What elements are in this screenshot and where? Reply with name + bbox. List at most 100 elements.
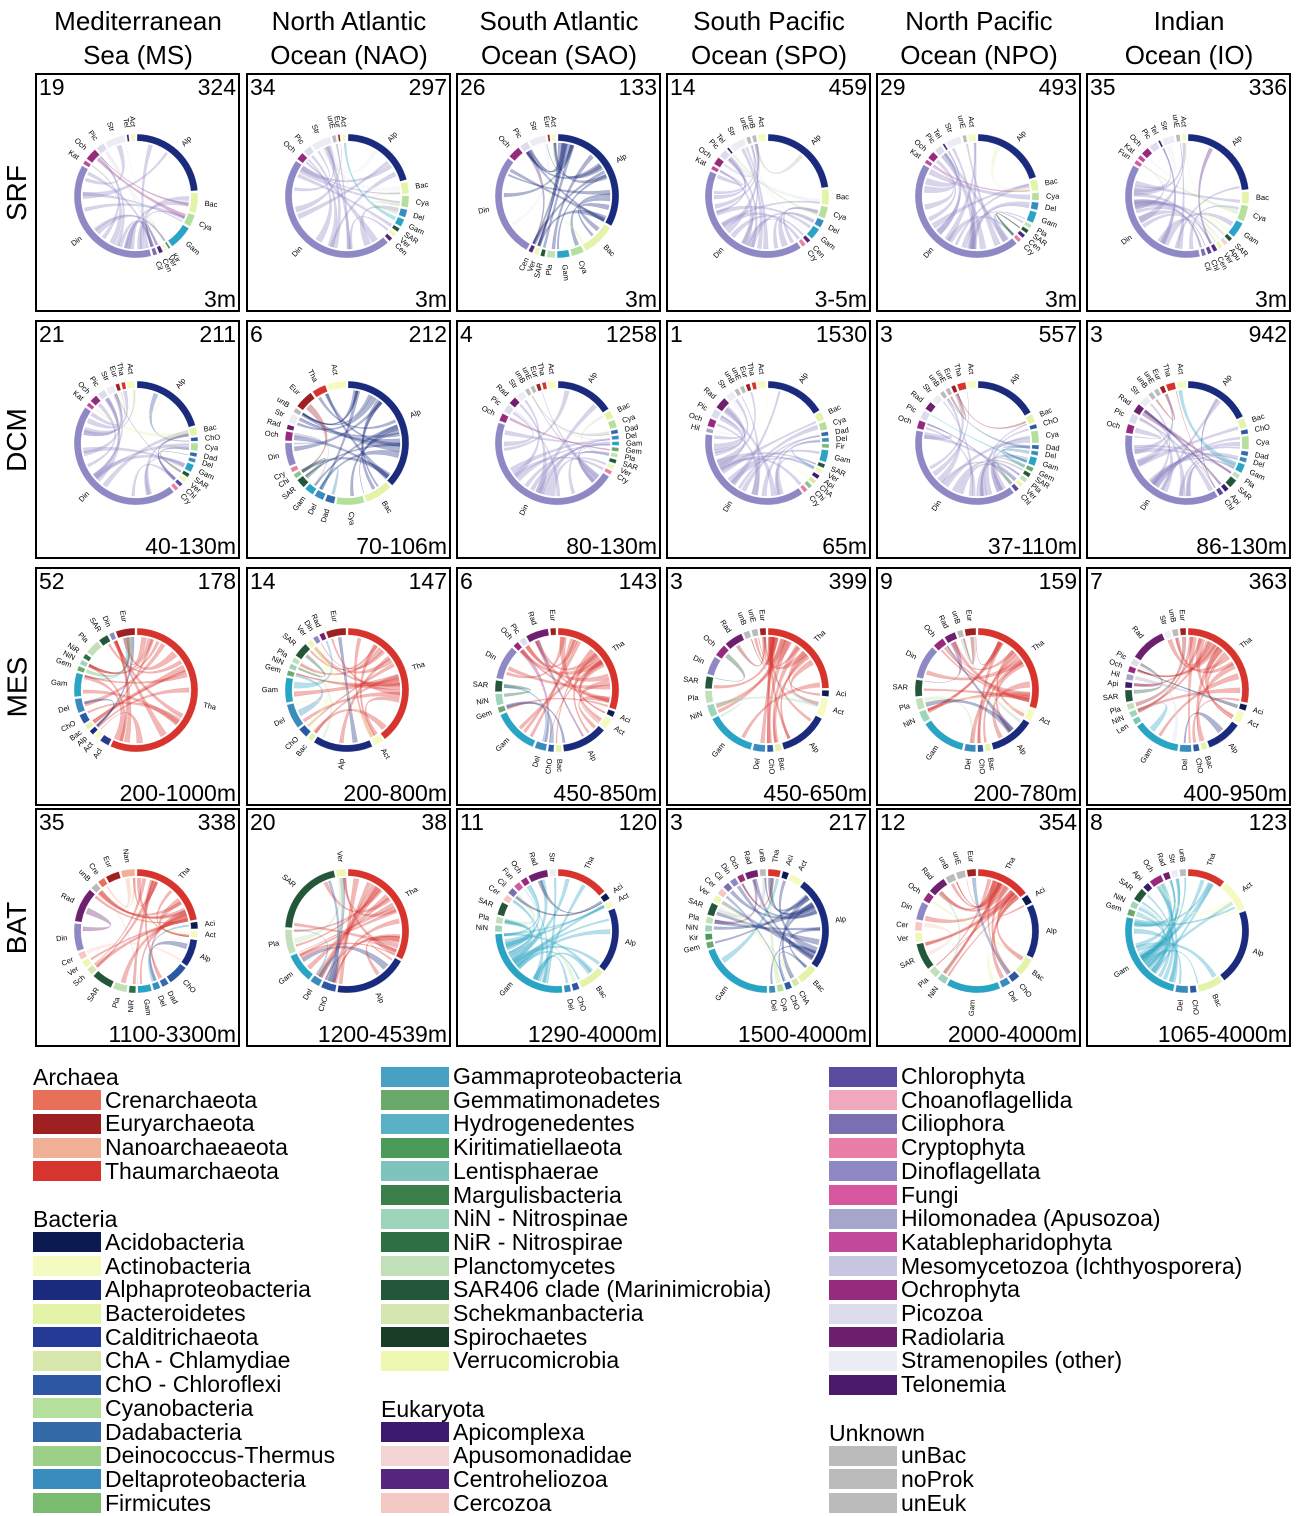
- sector-arc: [1240, 428, 1249, 435]
- chord-link: [577, 450, 610, 483]
- chord-links: [503, 142, 611, 250]
- chord-link: [320, 148, 400, 192]
- sector-label: SAR: [1117, 876, 1135, 893]
- sector-arc: [1141, 147, 1153, 159]
- chord-link: [293, 435, 390, 479]
- column-header-line2: Ocean (NPO): [900, 40, 1058, 70]
- sector-label: Tel: [121, 117, 131, 128]
- chord-link: [1158, 673, 1240, 737]
- legend-item: Crenarchaeota: [33, 1088, 257, 1112]
- sector-arc: [319, 632, 327, 642]
- chord-link: [778, 880, 818, 954]
- chord-link: [727, 158, 758, 248]
- sector-arc: [320, 980, 337, 993]
- sector-arc: [494, 693, 504, 706]
- chord-link: [747, 212, 814, 248]
- chord-link: [537, 879, 603, 914]
- sector-arc: [1021, 894, 1033, 906]
- sector-label: Str: [725, 125, 738, 138]
- sector-arc: [190, 921, 199, 930]
- sector-arc: [1142, 882, 1153, 893]
- sector-label: Rad: [1130, 624, 1146, 640]
- chord-panel: Alp Bac ChO Cya Dad Del Gam Gem SAR Pla Ver Chl Din O…: [876, 320, 1081, 559]
- sector-label: Cya: [1252, 211, 1268, 224]
- chord-link: [720, 420, 817, 474]
- chord-link: [1140, 905, 1171, 978]
- chord-link: [506, 697, 609, 710]
- sector-arc: [934, 145, 946, 156]
- chord-link: [943, 646, 1031, 697]
- chord-link: [141, 144, 153, 249]
- chord-link: [156, 889, 190, 938]
- sector-arc: [547, 380, 557, 389]
- chord-link: [503, 905, 606, 937]
- chord-link: [99, 878, 131, 909]
- chord-link: [1133, 928, 1182, 984]
- chord-links: [923, 877, 1025, 983]
- panel-count-left: 11: [460, 809, 484, 835]
- sector-label: Act: [967, 116, 977, 128]
- chord-link: [954, 183, 1030, 246]
- sector-arc: [931, 394, 943, 406]
- chord-link: [525, 150, 545, 244]
- sector-arc: [174, 478, 183, 487]
- sector-arc: [93, 970, 114, 988]
- legend-item: noProk: [829, 1467, 974, 1491]
- sector-label: Gam: [291, 494, 308, 512]
- sector-arc: [610, 452, 619, 458]
- sector-label: Och: [264, 429, 279, 440]
- chord-links: [713, 143, 821, 250]
- sector-arc: [1179, 627, 1187, 636]
- chord-link: [313, 646, 375, 738]
- chord-link: [1204, 646, 1234, 719]
- sector-arc: [400, 195, 410, 208]
- chord-link: [334, 918, 400, 984]
- sector-arc: [1220, 483, 1229, 493]
- sector-arc: [798, 238, 807, 247]
- column-header: North Atlantic Ocean (NAO): [244, 4, 454, 72]
- sector-arc: [781, 715, 823, 750]
- sector-arc: [161, 243, 167, 252]
- chord-link: [532, 170, 606, 245]
- sector-label: Tha: [770, 848, 781, 863]
- sector-label: Aci: [1033, 885, 1047, 898]
- sector-label: Hil: [690, 422, 701, 433]
- sector-arc: [187, 457, 197, 464]
- sector-arc: [715, 645, 730, 660]
- sector-label: Pla: [916, 975, 931, 990]
- chord-link: [987, 880, 1008, 975]
- sector-arc: [284, 442, 297, 467]
- legend-swatch: [829, 1113, 897, 1134]
- legend-item: Euryarchaeota: [33, 1112, 255, 1135]
- sector-arc: [81, 957, 92, 968]
- chord-link: [723, 143, 760, 177]
- chord-link: [997, 892, 1025, 917]
- sector-arc: [1124, 681, 1133, 689]
- chord-link: [578, 695, 610, 729]
- sector-label: Act: [329, 363, 340, 376]
- chord-link: [1161, 148, 1176, 245]
- sector-arc: [551, 133, 557, 142]
- sector-arc: [804, 480, 813, 489]
- chord-link: [97, 687, 190, 729]
- chord-link: [91, 165, 122, 245]
- chord-link: [524, 888, 549, 983]
- sector-label: Din: [517, 503, 530, 517]
- legend-label: ChO - Chloroflexi: [105, 1371, 282, 1398]
- chord-link: [505, 918, 577, 982]
- sector-arc: [325, 627, 347, 639]
- sector-label: Act: [756, 363, 766, 375]
- panel-count-right: 212: [408, 321, 447, 347]
- sector-arc: [190, 930, 199, 939]
- chord-link: [87, 171, 154, 248]
- chord-link: [1134, 906, 1236, 927]
- chord-link: [325, 877, 346, 982]
- legend-item: Hydrogenedentes: [381, 1112, 635, 1135]
- chord-link: [991, 894, 1019, 979]
- chord-link: [506, 636, 566, 679]
- sector-arc: [516, 390, 528, 402]
- chord-link: [123, 220, 159, 249]
- chord-panel: Alp Bac Cya Gam SAR Apu Ver Cen Chl Cil Din Fun Kat O…: [1086, 73, 1291, 312]
- chord-diagram: AlpBacChOCyaDadDelGamPlaSARApiChlDinOchP…: [1106, 363, 1271, 512]
- sector-label: Gam: [626, 439, 642, 448]
